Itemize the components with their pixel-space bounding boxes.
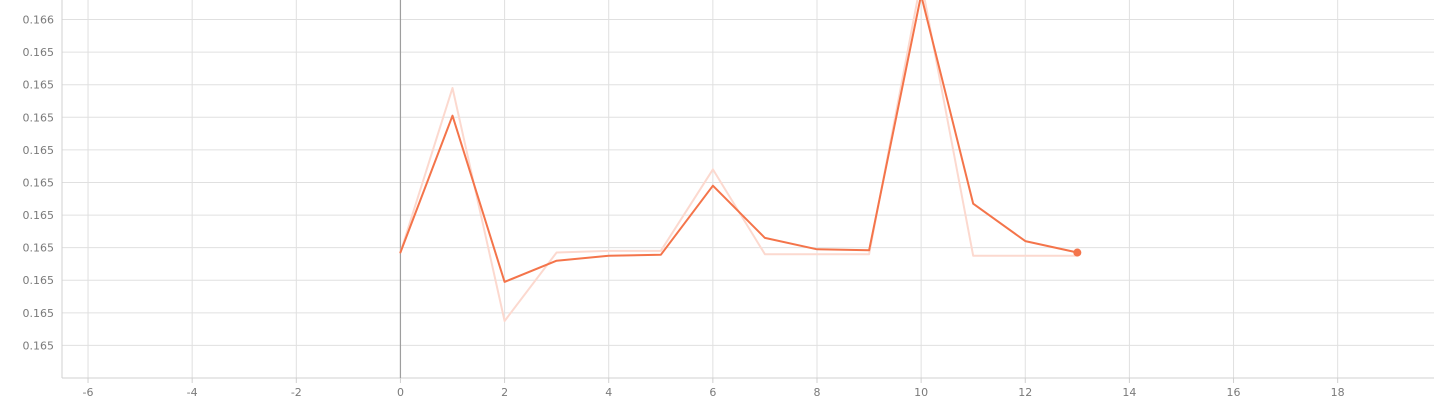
y-tick-label: 0.165 bbox=[23, 144, 55, 157]
x-tick-label: 18 bbox=[1331, 386, 1345, 399]
y-tick-label: 0.165 bbox=[23, 46, 55, 59]
y-tick-label: 0.166 bbox=[23, 14, 55, 27]
y-tick-label: 0.165 bbox=[23, 242, 55, 255]
y-tick-label: 0.165 bbox=[23, 339, 55, 352]
x-tick-label: 16 bbox=[1227, 386, 1241, 399]
x-tick-label: 10 bbox=[914, 386, 928, 399]
x-tick-label: 2 bbox=[501, 386, 508, 399]
series-layer bbox=[399, 0, 1082, 322]
x-grid-lines bbox=[87, 0, 1339, 383]
y-tick-labels: 0.165 0.165 0.165 0.165 0.165 0.165 0.165 0.165… bbox=[23, 14, 55, 353]
x-tick-label: 8 bbox=[813, 386, 820, 399]
y-tick-label: 0.165 bbox=[23, 176, 55, 189]
x-tick-labels: -6 -4 -2 0 2 4 6 8 10 12 14 16 18 bbox=[83, 386, 1345, 399]
y-tick-label: 0.165 bbox=[23, 111, 55, 124]
x-tick-label: 4 bbox=[605, 386, 612, 399]
y-tick-label: 0.165 bbox=[23, 209, 55, 222]
x-tick-label: 0 bbox=[397, 386, 404, 399]
y-grid-lines bbox=[62, 19, 1434, 346]
y-tick-label: 0.165 bbox=[23, 274, 55, 287]
x-tick-label: -4 bbox=[187, 386, 198, 399]
y-tick-label: 0.165 bbox=[23, 307, 55, 320]
y-tick-label: 0.165 bbox=[23, 79, 55, 92]
x-tick-label: -2 bbox=[291, 386, 302, 399]
smoothed-series-line bbox=[399, 0, 1079, 283]
x-tick-label: 12 bbox=[1018, 386, 1032, 399]
x-tick-label: 6 bbox=[709, 386, 716, 399]
last-point-marker bbox=[1073, 248, 1082, 257]
x-tick-label: 14 bbox=[1122, 386, 1136, 399]
x-tick-label: -6 bbox=[83, 386, 94, 399]
